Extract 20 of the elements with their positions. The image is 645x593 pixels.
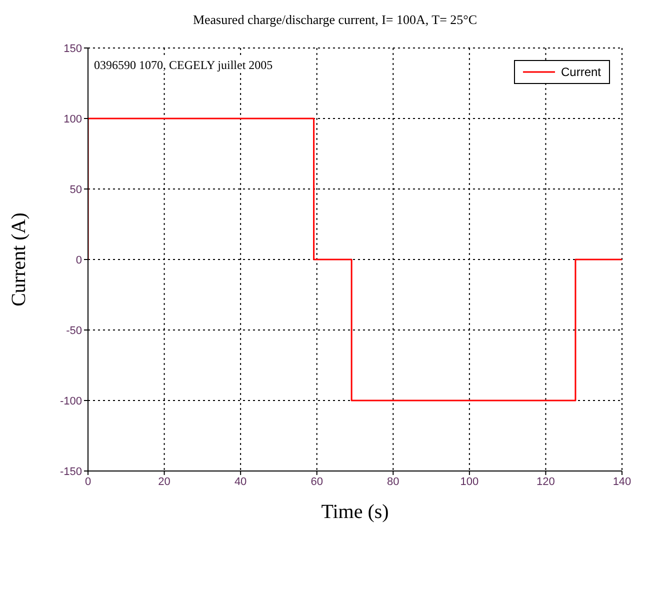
x-tick-label: 100 [460, 476, 479, 488]
chart-title: Measured charge/discharge current, I= 100A, T= 25°C [192, 12, 478, 28]
y-tick-label: 150 [64, 42, 82, 55]
x-tick-label: 80 [387, 476, 400, 488]
y-tick-label: 50 [70, 184, 82, 196]
annotation: 0396590 1070, CEGELY juillet 2005 [94, 58, 273, 73]
x-tick-label: 20 [158, 476, 170, 488]
x-axis-title: Time (s) [321, 501, 389, 523]
x-tick-label: 0 [84, 476, 92, 488]
y-tick-label: 0 [76, 254, 82, 266]
x-tick-label: 40 [234, 476, 247, 488]
y-tick-label: 100 [64, 113, 82, 126]
y-tick-label: -150 [60, 466, 82, 478]
y-tick-label: -100 [60, 395, 82, 408]
y-tick-label: -50 [66, 324, 82, 337]
x-tick-label: 120 [536, 476, 555, 488]
y-axis-title: Current (A) [8, 212, 30, 306]
x-tick-label: 60 [310, 476, 323, 488]
legend-label: Current [560, 65, 601, 79]
x-tick-label: 140 [612, 476, 632, 488]
